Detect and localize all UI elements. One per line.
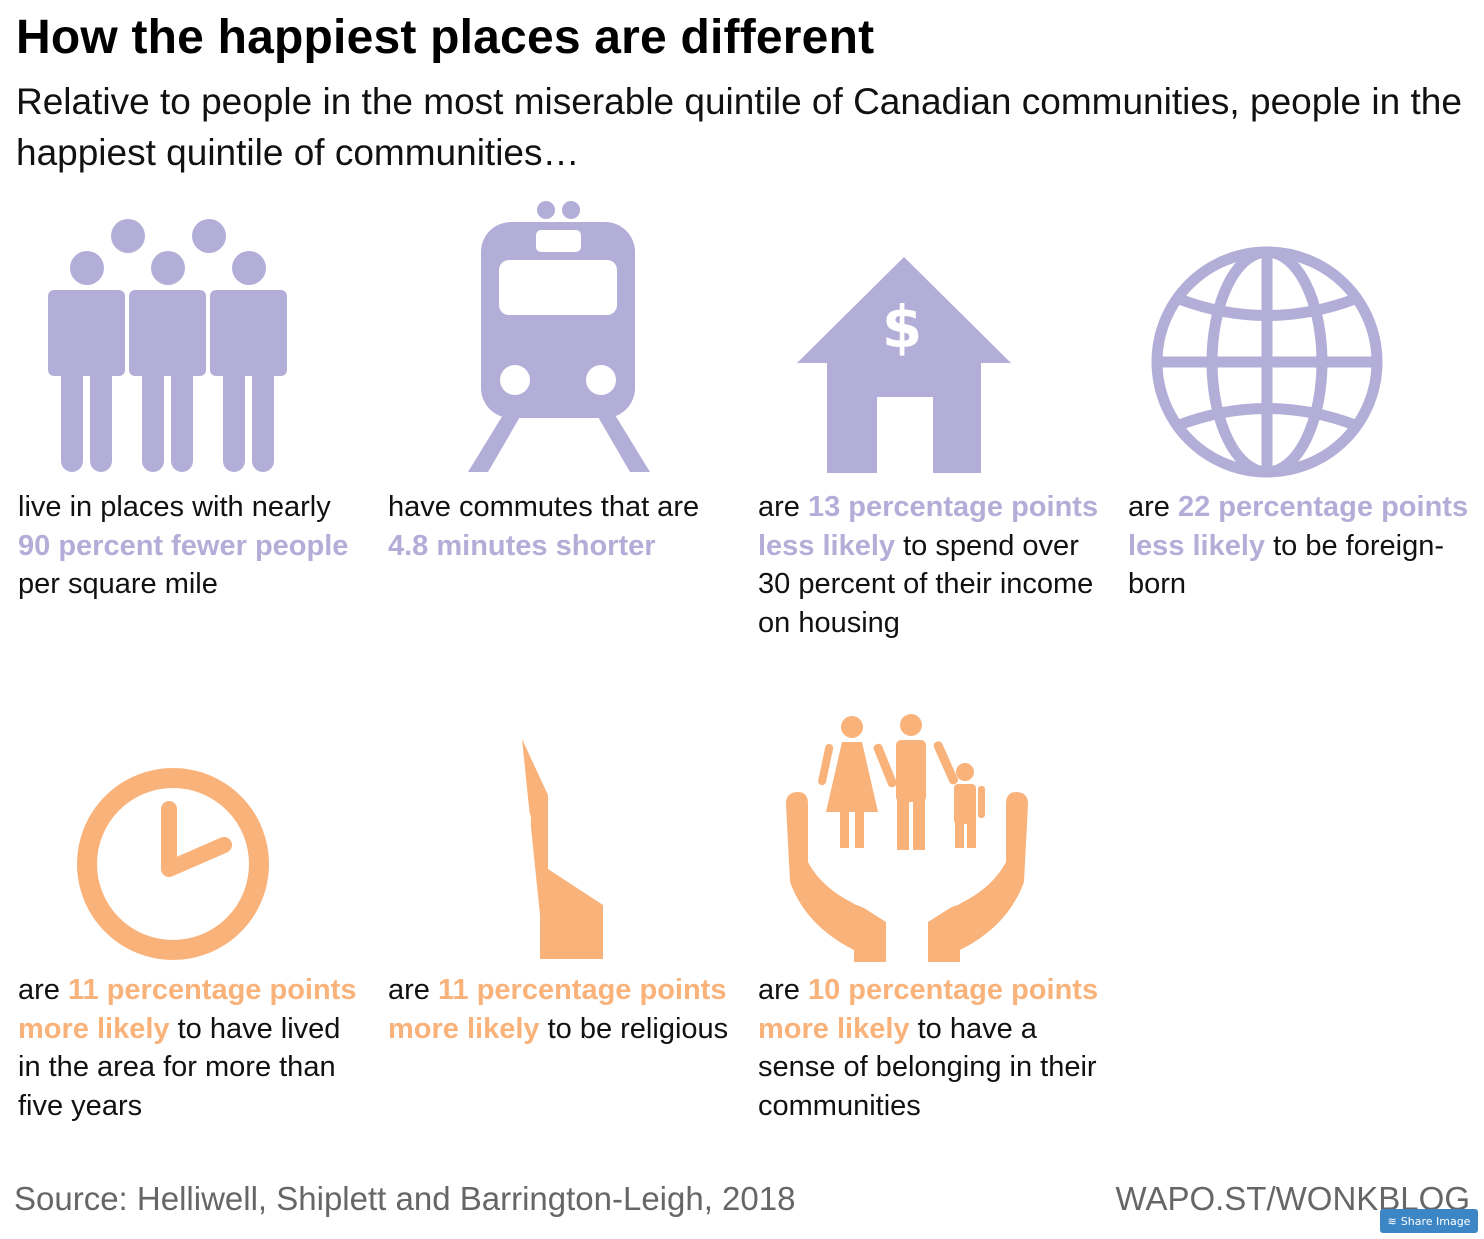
clock-icon: [74, 765, 272, 963]
highlight-stat: 11 percentage points more likely: [388, 974, 727, 1045]
church-icon: [440, 737, 606, 961]
caption-foreign-born: are 22 percentage points less likely to …: [1128, 491, 1469, 601]
highlight-stat: 4.8 minutes shorter: [388, 529, 656, 562]
caption-belonging: are 10 percentage points more likely to …: [758, 974, 1099, 1123]
highlight-stat: 10 percentage points more likely: [758, 974, 1099, 1045]
caption-population-density: live in places with nearly 90 percent fe…: [18, 491, 349, 601]
family-hands-icon: [782, 712, 1032, 964]
highlight-stat: 13 percentage points less likely: [758, 491, 1099, 562]
highlight-stat: 22 percentage points less likely: [1128, 491, 1469, 562]
caption-residency: are 11 percentage points more likely to …: [18, 974, 357, 1123]
highlight-stat: 11 percentage points more likely: [18, 974, 357, 1045]
share-image-button[interactable]: ≋ Share Image: [1380, 1209, 1478, 1233]
highlight-stat: 90 percent fewer people: [18, 529, 349, 562]
caption-commute: have commutes that are 4.8 minutes short…: [388, 491, 700, 562]
share-image-label: Share Image: [1400, 1214, 1471, 1228]
globe-icon: [1149, 244, 1385, 480]
train-icon: [466, 198, 652, 474]
caption-religious: are 11 percentage points more likely to …: [388, 974, 729, 1045]
source-note: Source: Helliwell, Shiplett and Barringt…: [14, 1180, 796, 1217]
page-subtitle: Relative to people in the most miserable…: [16, 81, 1462, 173]
people-icon: [46, 216, 290, 476]
page-title: How the happiest places are different: [16, 11, 875, 64]
house-dollar-icon: $: [795, 255, 1013, 475]
svg-text:$: $: [882, 293, 922, 361]
layers-icon: ≋: [1387, 1214, 1397, 1228]
caption-housing: are 13 percentage points less likely to …: [758, 491, 1099, 640]
